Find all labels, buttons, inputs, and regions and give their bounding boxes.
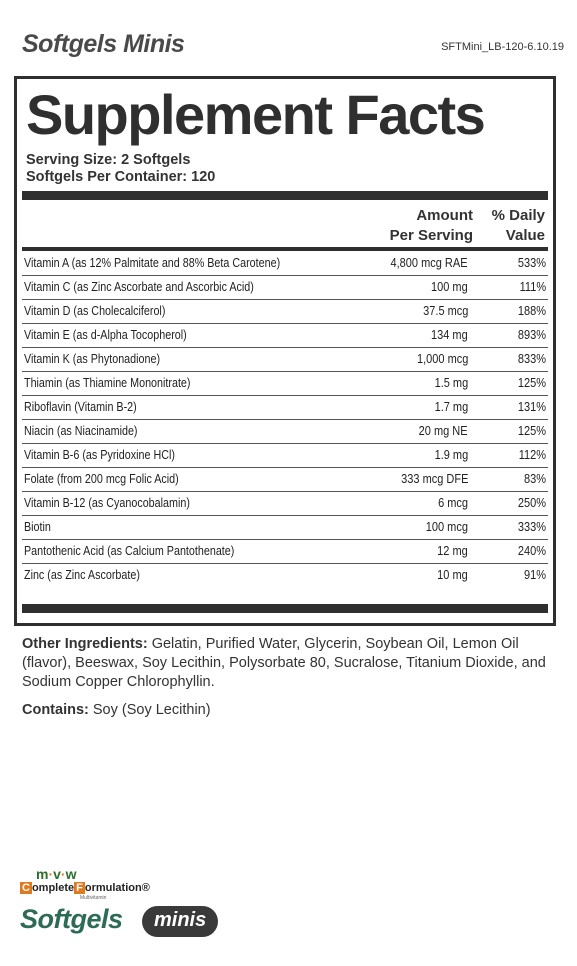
serving-size: Serving Size: 2 Softgels	[26, 152, 191, 168]
nutrient-name: Vitamin A (as 12% Palmitate and 88% Beta…	[24, 256, 281, 270]
nutrient-daily-value: 91%	[523, 568, 546, 582]
bottom-thick-rule	[22, 604, 548, 613]
table-row: Riboflavin (Vitamin B-2) 1.7 mg 131%	[22, 396, 548, 420]
table-row: Vitamin K (as Phytonadione) 1,000 mcg 833%	[22, 348, 548, 372]
other-ingredients-text: Gelatin, Purified Water, Glycerin, Soybe…	[22, 636, 546, 690]
table-row: Vitamin E (as d-Alpha Tocopherol) 134 mg 8…	[22, 324, 548, 348]
supplement-facts-panel: Supplement Facts Serving Size: 2 Softgel…	[14, 76, 556, 626]
nutrient-amount: 6 mcg	[438, 496, 468, 510]
nutrient-amount: 134 mg	[431, 328, 468, 342]
table-row: Vitamin A (as 12% Palmitate and 88% Beta…	[22, 252, 548, 276]
nutrient-amount: 1.9 mg	[434, 448, 468, 462]
table-row: Biotin 100 mcg 333%	[22, 516, 548, 540]
nutrient-name: Vitamin C (as Zinc Ascorbate and Ascorbi…	[24, 280, 254, 294]
nutrient-daily-value: 125%	[517, 376, 546, 390]
column-header-daily-value: % Daily Value	[492, 206, 545, 246]
column-header-amount: Amount Per Serving	[390, 206, 473, 246]
nutrient-daily-value: 83%	[523, 472, 546, 486]
nutrient-name: Niacin (as Niacinamide)	[24, 424, 138, 438]
table-row: Pantothenic Acid (as Calcium Pantothenat…	[22, 540, 548, 564]
nutrient-amount: 1,000 mcg	[416, 352, 468, 366]
amount-header-line1: Amount	[416, 207, 473, 224]
nutrient-daily-value: 240%	[517, 544, 546, 558]
nutrient-amount: 100 mg	[431, 280, 468, 294]
nutrient-amount: 10 mg	[437, 568, 468, 582]
nutrient-amount: 100 mcg	[425, 520, 468, 534]
nutrient-daily-value: 250%	[517, 496, 546, 510]
nutrient-table: Vitamin A (as 12% Palmitate and 88% Beta…	[22, 252, 548, 588]
table-row: Folate (from 200 mcg Folic Acid) 333 mcg …	[22, 468, 548, 492]
nutrient-name: Pantothenic Acid (as Calcium Pantothenat…	[24, 544, 235, 558]
nutrient-daily-value: 893%	[517, 328, 546, 342]
nutrient-amount: 37.5 mcg	[422, 304, 468, 318]
dv-header-line2: Value	[505, 227, 545, 244]
table-row: Vitamin B-6 (as Pyridoxine HCl) 1.9 mg 112…	[22, 444, 548, 468]
nutrient-name: Zinc (as Zinc Ascorbate)	[24, 568, 140, 582]
servings-per-container: Softgels Per Container: 120	[26, 169, 216, 185]
table-row: Niacin (as Niacinamide) 20 mg NE 125%	[22, 420, 548, 444]
nutrient-amount: 4,800 mcg RAE	[390, 256, 468, 270]
table-row: Vitamin C (as Zinc Ascorbate and Ascorbi…	[22, 276, 548, 300]
nutrient-amount: 12 mg	[437, 544, 468, 558]
nutrient-daily-value: 112%	[518, 448, 546, 462]
other-ingredients-label: Other Ingredients:	[22, 636, 148, 652]
nutrient-daily-value: 333%	[517, 520, 546, 534]
nutrient-daily-value: 125%	[517, 424, 546, 438]
nutrient-name: Vitamin E (as d-Alpha Tocopherol)	[24, 328, 187, 342]
nutrient-name: Thiamin (as Thiamine Mononitrate)	[24, 376, 191, 390]
top-thick-rule	[22, 191, 548, 200]
nutrient-amount: 333 mcg DFE	[400, 472, 468, 486]
nutrient-name: Vitamin D (as Cholecalciferol)	[24, 304, 166, 318]
nutrient-name: Folate (from 200 mcg Folic Acid)	[24, 472, 179, 486]
other-ingredients: Other Ingredients: Gelatin, Purified Wat…	[22, 635, 562, 692]
nutrient-name: Vitamin B-12 (as Cyanocobalamin)	[24, 496, 190, 510]
nutrient-name: Vitamin B-6 (as Pyridoxine HCl)	[24, 448, 175, 462]
table-row: Vitamin B-12 (as Cyanocobalamin) 6 mcg 250…	[22, 492, 548, 516]
mvw-logo-mark: m·v·w	[36, 866, 77, 882]
logo-subtitle: Multivitamin	[80, 895, 107, 901]
label-code: SFTMini_LB-120-6.10.19	[441, 41, 564, 53]
facts-title: Supplement Facts	[26, 83, 486, 146]
nutrient-daily-value: 833%	[517, 352, 546, 366]
serving-info: Serving Size: 2 Softgels Softgels Per Co…	[26, 152, 215, 186]
table-row: Zinc (as Zinc Ascorbate) 10 mg 91%	[22, 564, 548, 588]
contains-label: Contains:	[22, 702, 89, 718]
dv-header-line1: % Daily	[491, 207, 545, 224]
nutrient-amount: 20 mg NE	[419, 424, 468, 438]
nutrient-daily-value: 131%	[517, 400, 546, 414]
product-title: Softgels Minis	[22, 30, 185, 58]
nutrient-daily-value: 188%	[517, 304, 546, 318]
nutrient-amount: 1.5 mg	[434, 376, 468, 390]
nutrient-name: Biotin	[24, 520, 51, 534]
allergen-contains: Contains: Soy (Soy Lecithin)	[22, 702, 211, 718]
header-rule	[22, 247, 548, 251]
nutrient-daily-value: 533%	[517, 256, 546, 270]
table-row: Thiamin (as Thiamine Mononitrate) 1.5 mg 1…	[22, 372, 548, 396]
table-row: Vitamin D (as Cholecalciferol) 37.5 mcg 18…	[22, 300, 548, 324]
nutrient-name: Riboflavin (Vitamin B-2)	[24, 400, 137, 414]
contains-text: Soy (Soy Lecithin)	[88, 702, 211, 718]
softgels-brand-text: Softgels	[20, 904, 123, 934]
amount-header-line2: Per Serving	[389, 227, 473, 244]
nutrient-daily-value: 111%	[519, 280, 546, 294]
minis-badge: minis	[142, 906, 219, 937]
nutrient-name: Vitamin K (as Phytonadione)	[24, 352, 161, 366]
nutrient-amount: 1.7 mg	[434, 400, 468, 414]
